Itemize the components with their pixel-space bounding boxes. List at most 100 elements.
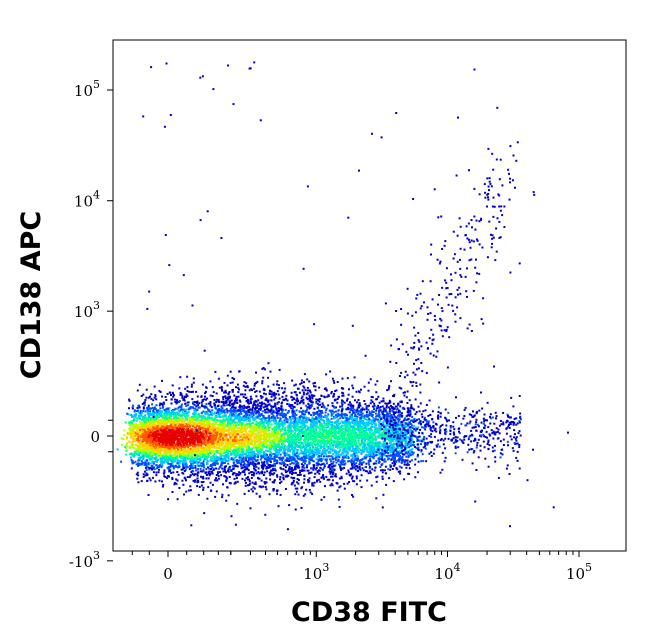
cell-event	[290, 391, 293, 394]
cell-event	[288, 504, 291, 507]
cell-event	[278, 387, 281, 390]
cell-event	[316, 403, 319, 405]
cell-event	[406, 461, 409, 464]
cell-event	[360, 463, 363, 466]
cell-event	[368, 463, 371, 466]
cell-event	[218, 433, 221, 436]
cell-event	[164, 442, 167, 444]
cell-event	[273, 426, 276, 429]
cell-event	[367, 472, 370, 475]
cell-event	[389, 468, 392, 471]
cell-event	[328, 419, 331, 422]
cell-event	[311, 427, 314, 429]
cell-event	[329, 484, 332, 487]
cell-event	[355, 477, 358, 480]
cell-event	[242, 407, 245, 410]
cell-event	[205, 428, 208, 431]
cell-event	[140, 456, 143, 459]
cell-event	[177, 435, 180, 437]
cell-event	[272, 435, 275, 438]
cell-event	[306, 398, 309, 401]
cell-event	[283, 390, 286, 393]
cell-event	[399, 446, 402, 449]
cell-event	[239, 435, 242, 438]
cell-event	[274, 411, 277, 414]
cell-event	[388, 428, 391, 431]
cell-event	[234, 451, 237, 454]
cell-event	[312, 394, 314, 397]
cell-event	[213, 459, 216, 462]
cell-event	[261, 441, 264, 444]
cell-event	[188, 417, 191, 419]
cell-event	[298, 391, 301, 394]
cell-event	[311, 444, 313, 447]
cell-event	[303, 469, 306, 472]
cell-event	[290, 476, 293, 479]
cell-event	[300, 379, 303, 382]
cell-event	[214, 370, 217, 373]
cell-event	[305, 410, 308, 413]
cell-event	[240, 451, 243, 454]
cell-event	[187, 404, 190, 407]
cell-event	[264, 405, 267, 408]
cell-event	[241, 436, 244, 439]
cell-event	[189, 443, 192, 446]
cell-event	[271, 393, 273, 396]
cell-event	[331, 402, 334, 405]
cell-event	[198, 406, 201, 409]
cell-event	[349, 402, 352, 405]
cell-event	[207, 450, 210, 453]
cell-event	[373, 447, 376, 449]
cell-event	[160, 466, 163, 469]
cell-event	[272, 383, 275, 386]
cell-event	[158, 429, 161, 432]
cell-event	[364, 430, 367, 433]
cell-event	[141, 435, 144, 438]
cell-event	[185, 412, 188, 415]
cell-event	[153, 407, 156, 410]
cell-event	[150, 397, 153, 400]
cell-event	[302, 452, 305, 455]
cell-event	[289, 420, 292, 423]
cell-event	[281, 459, 284, 462]
cell-event	[135, 473, 138, 476]
cell-event	[280, 409, 283, 411]
cell-event	[265, 477, 268, 480]
cell-event	[161, 431, 164, 434]
cell-event	[322, 466, 325, 469]
cell-event	[264, 393, 267, 396]
cell-event	[242, 456, 245, 459]
cell-event	[356, 449, 359, 452]
cell-event	[135, 463, 138, 466]
cell-event	[340, 387, 343, 389]
cell-event	[195, 451, 197, 454]
cell-event	[196, 485, 199, 488]
cell-event	[135, 419, 138, 422]
cell-event	[341, 391, 344, 394]
cell-event	[240, 449, 243, 452]
cell-event	[247, 462, 250, 465]
cell-event	[392, 422, 395, 425]
cell-event	[236, 480, 239, 483]
cell-event	[335, 461, 338, 464]
cell-event	[168, 407, 171, 410]
cell-event	[306, 406, 309, 409]
cell-event	[388, 412, 391, 415]
cell-event	[383, 410, 386, 413]
cell-event	[319, 439, 322, 442]
cell-event	[207, 472, 210, 475]
cell-event	[337, 453, 340, 456]
cell-event	[297, 464, 300, 467]
cell-event	[311, 448, 314, 451]
cell-event	[279, 434, 282, 437]
cell-event	[254, 483, 257, 485]
cell-event	[158, 404, 161, 407]
cell-event	[422, 440, 425, 443]
cell-event	[346, 377, 349, 380]
cell-event	[316, 443, 319, 446]
cell-event	[399, 470, 402, 473]
cell-event	[275, 462, 278, 465]
cell-event	[194, 417, 197, 420]
cell-event	[154, 395, 157, 398]
cell-event	[369, 459, 372, 462]
